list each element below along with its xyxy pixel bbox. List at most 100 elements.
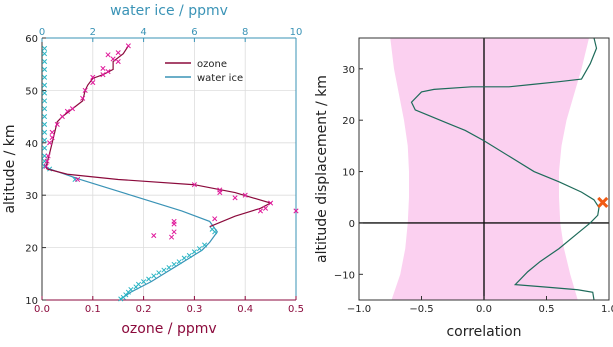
water-ice-point xyxy=(42,137,48,143)
ozone-point xyxy=(45,153,51,159)
water-ice-point xyxy=(42,106,48,112)
ozone-point xyxy=(90,74,96,80)
right-ylabel: altitude displacement / km xyxy=(314,75,330,263)
ozone-point xyxy=(43,163,49,169)
ozone-point xyxy=(64,108,70,114)
water-ice-point xyxy=(42,82,48,88)
ozone-point xyxy=(110,56,116,62)
ozone-point xyxy=(171,229,177,235)
left-x2tick-label: 0 xyxy=(39,27,45,38)
water-ice-point xyxy=(133,284,139,290)
legend: ozone water ice xyxy=(165,59,243,84)
left-xtick-label: 0.5 xyxy=(288,304,304,315)
ozone-point xyxy=(115,50,121,56)
left-ytick-label: 40 xyxy=(25,139,38,150)
ozone-point xyxy=(82,87,88,93)
ozone-point xyxy=(217,190,223,196)
water-ice-point xyxy=(120,294,126,300)
ozone-point xyxy=(125,43,131,49)
left-x2label: water ice / ppmv xyxy=(110,3,228,19)
water-ice-point xyxy=(42,51,48,57)
left-x2tick-label: 2 xyxy=(90,27,96,38)
water-ice-point xyxy=(141,279,147,285)
ozone-point xyxy=(90,79,96,86)
left-x2tick-label: 10 xyxy=(290,27,303,38)
right-xtick-label: −0.5 xyxy=(409,304,433,315)
left-ytick-label: 10 xyxy=(25,296,38,307)
left-ytick-label: 60 xyxy=(25,34,38,45)
water-ice-point xyxy=(118,296,124,302)
ozone-point xyxy=(80,95,86,101)
left-xlabel: ozone / ppmv xyxy=(121,321,216,337)
ozone-point xyxy=(257,208,263,214)
water-ice-point xyxy=(146,276,152,282)
right-xtick-label: 1.0 xyxy=(601,304,613,315)
left-ytick-label: 30 xyxy=(25,191,38,202)
right-xtick-label: −1.0 xyxy=(347,304,371,315)
ozone-point xyxy=(47,140,53,146)
ozone-point xyxy=(268,200,274,206)
right-xlabel: correlation xyxy=(446,324,521,340)
water-ice-point xyxy=(176,259,182,265)
water-ice-point xyxy=(161,267,167,273)
confidence-band xyxy=(390,38,589,300)
water-ice-point xyxy=(42,90,48,96)
water-ice-point xyxy=(42,121,48,128)
ozone-point xyxy=(54,121,60,128)
water-ice-point xyxy=(196,246,203,252)
ozone-point xyxy=(262,205,269,211)
ozone-point xyxy=(100,72,106,78)
left-xtick-label: 0.4 xyxy=(237,304,253,315)
ozone-point xyxy=(242,192,248,198)
left-x2tick-label: 4 xyxy=(140,27,146,38)
water-ice-point xyxy=(42,129,48,135)
right-plot-area xyxy=(359,38,609,300)
water-ice-point xyxy=(171,261,177,267)
water-ice-point xyxy=(202,242,208,248)
water-ice-point xyxy=(42,98,48,104)
ozone-point xyxy=(171,221,177,227)
right-xtick-label: 0.5 xyxy=(539,304,555,315)
ozone-point xyxy=(191,182,197,188)
left-x2tick-label: 8 xyxy=(242,27,248,38)
water-ice-point xyxy=(42,114,48,120)
right-ytick-label: 0 xyxy=(349,219,355,230)
ozone-point xyxy=(59,114,65,120)
water-ice-point xyxy=(156,270,162,276)
left-chart: 0.0 0.1 0.2 0.3 0.4 0.5 0 2 4 6 8 10 10 20 30 40 50 60 ozo… xyxy=(2,3,304,337)
water-ice-point xyxy=(42,66,48,72)
ozone-point xyxy=(115,59,121,65)
water-ice-point xyxy=(186,252,192,259)
left-ylabel: altitude / km xyxy=(2,124,18,213)
water-ice-point xyxy=(42,74,48,80)
correlation-line xyxy=(410,38,600,300)
ozone-point xyxy=(69,106,76,112)
ozone-point xyxy=(151,232,157,239)
legend-label: water ice xyxy=(197,73,243,84)
ozone-point xyxy=(105,52,111,58)
ozone-point xyxy=(49,129,55,135)
water-ice-point xyxy=(151,273,157,279)
right-ytick-label: 20 xyxy=(342,116,355,127)
water-ice-point xyxy=(191,249,197,255)
water-ice-point xyxy=(166,264,172,271)
ozone-point xyxy=(293,208,299,214)
left-xtick-label: 0.0 xyxy=(34,304,50,315)
water-ice-point xyxy=(181,255,187,261)
ozone-line xyxy=(45,45,273,228)
ozone-point xyxy=(168,234,175,240)
right-ytick-label: 30 xyxy=(342,65,355,76)
legend-label: ozone xyxy=(197,59,227,70)
ozone-point xyxy=(212,216,218,222)
ozone-point xyxy=(75,176,81,183)
ozone-point xyxy=(100,65,106,71)
right-xtick-label: 0.0 xyxy=(476,304,492,315)
left-xtick-label: 0.2 xyxy=(136,304,152,315)
right-chart: −1.0 −0.5 0.0 0.5 1.0 −10 0 10 20 30 correlation al… xyxy=(314,37,613,340)
left-plot-area xyxy=(42,43,299,302)
ozone-point xyxy=(105,68,111,75)
ozone-point xyxy=(232,195,238,201)
peak-marker xyxy=(597,196,609,208)
right-ytick-label: 10 xyxy=(342,168,355,179)
